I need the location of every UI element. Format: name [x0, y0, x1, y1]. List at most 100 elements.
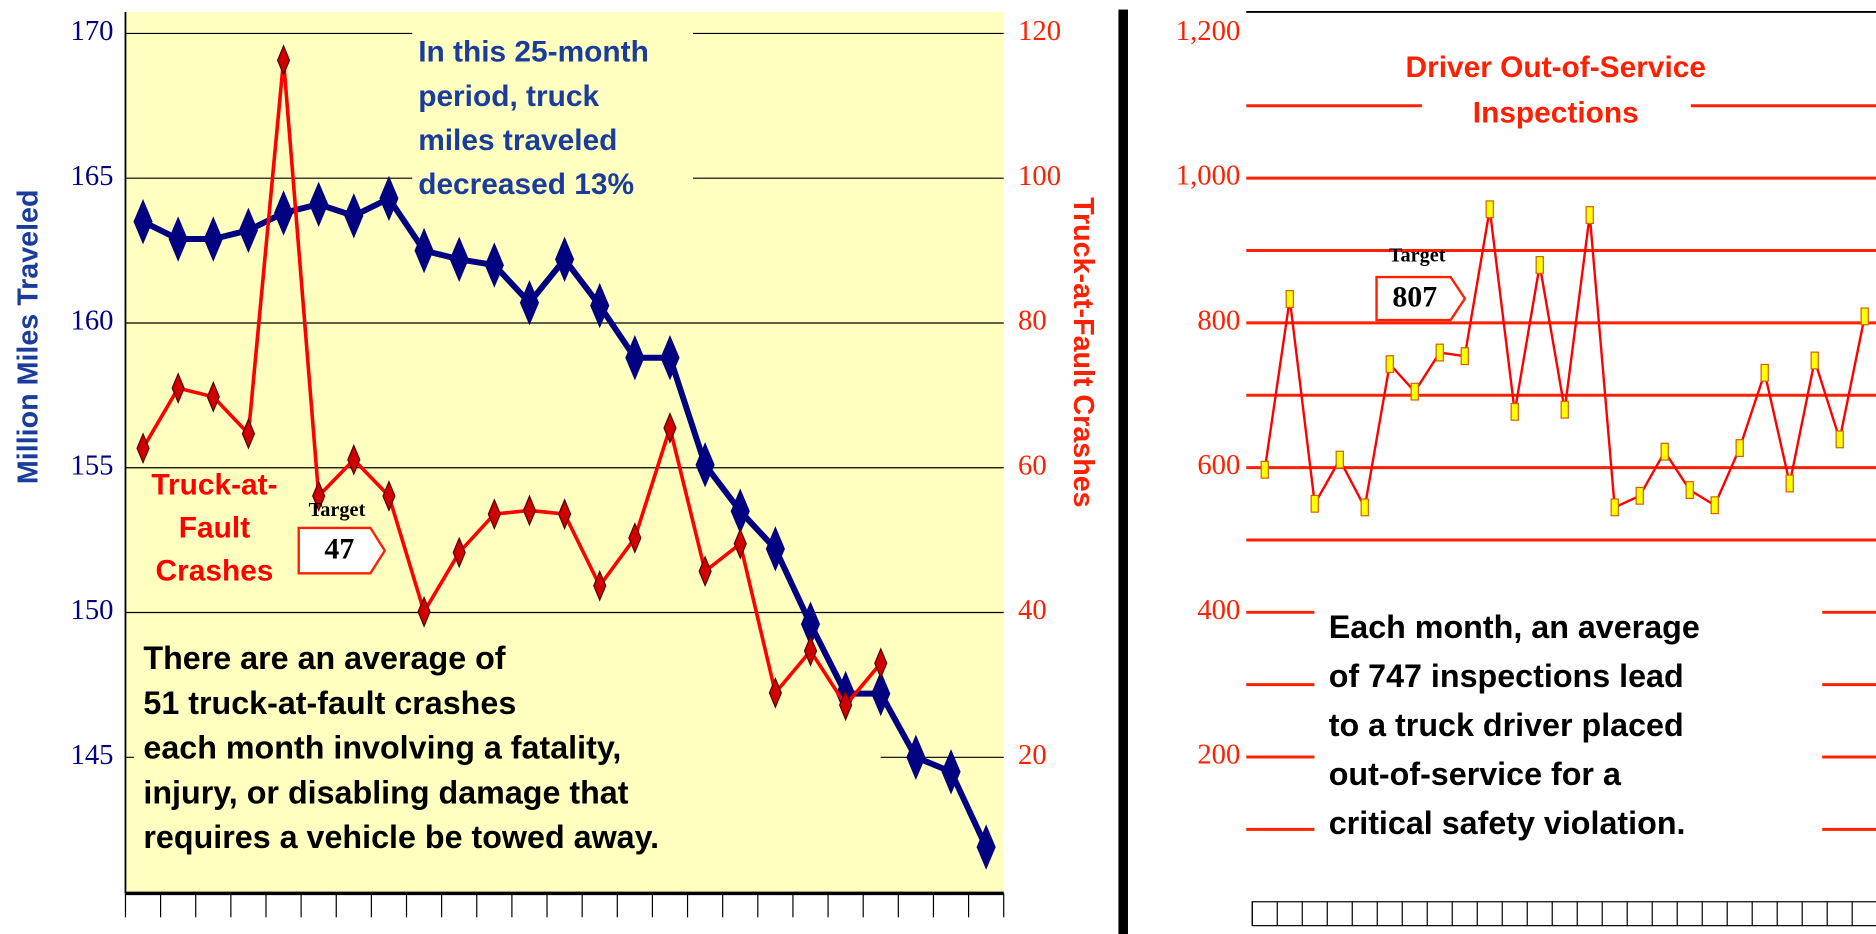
- series-line: [1263, 208, 1866, 509]
- summary-line: critical safety violation.: [1329, 805, 1686, 841]
- y-tick-label: 160: [71, 305, 114, 337]
- crash-marker: [312, 480, 326, 512]
- inspection-marker: [1285, 290, 1294, 308]
- inspection-marker: [1560, 400, 1569, 419]
- y-tick-label: 1,200: [1176, 15, 1240, 47]
- miles-marker: [590, 282, 610, 329]
- series-line: [141, 58, 883, 707]
- summary-line: There are an average of: [143, 640, 505, 676]
- inspection-marker: [1760, 363, 1769, 382]
- y-axis-label: Million Miles Traveled: [12, 190, 44, 485]
- crash-marker: [557, 498, 572, 530]
- y2-tick-label: 100: [1018, 160, 1061, 192]
- miles-marker: [203, 216, 223, 262]
- miles-marker: [273, 190, 294, 236]
- y2-axis-label: Truck-at-Fault Crashes: [1067, 197, 1099, 507]
- miles-marker: [871, 670, 891, 717]
- summary-line: 51 truck-at-fault crashes: [143, 685, 516, 721]
- crash-marker: [241, 417, 256, 450]
- series-label: Truck-at-Fault Crashes: [151, 468, 278, 588]
- inspection-marker: [1660, 442, 1669, 461]
- inspection-marker: [1835, 430, 1844, 449]
- crash-marker: [733, 527, 747, 560]
- miles-marker: [344, 193, 364, 239]
- inspection-marker: [1785, 474, 1794, 493]
- miles-marker: [414, 227, 434, 274]
- crash-marker: [171, 372, 185, 405]
- inspection-marker: [1435, 343, 1444, 362]
- chart-title: Inspections: [1473, 97, 1639, 130]
- chart-title: Driver Out-of-Service: [1406, 51, 1706, 84]
- inspection-marker: [1585, 206, 1594, 225]
- crash-marker: [698, 555, 712, 588]
- note-line: period, truck: [418, 80, 599, 113]
- miles-marker: [906, 734, 926, 780]
- series-name: Truck-at-Fault Crashes: [151, 468, 278, 588]
- note-line: miles traveled: [418, 124, 617, 157]
- crash-marker: [276, 44, 291, 77]
- inspection-marker: [1810, 351, 1819, 370]
- summary-line: each month involving a fatality,: [143, 730, 621, 766]
- crash-marker: [417, 595, 431, 628]
- y-tick-label: 1,000: [1176, 160, 1240, 192]
- target-box: [297, 526, 387, 575]
- inspection-marker: [1610, 498, 1619, 517]
- note-background: [412, 29, 694, 210]
- summary-background: [133, 630, 881, 870]
- crash-marker: [768, 676, 782, 709]
- summary-line: requires a vehicle be towed away.: [143, 819, 659, 855]
- summary-line: out-of-service for a: [1329, 756, 1622, 792]
- y2-tick-label: 60: [1018, 449, 1047, 481]
- miles-marker: [238, 207, 258, 254]
- y2-tick-label: 80: [1018, 305, 1047, 337]
- summary-background: [1314, 603, 1823, 851]
- crash-marker: [663, 412, 677, 444]
- crash-marker: [347, 443, 361, 476]
- divider: [1118, 9, 1128, 934]
- target-value: 807: [1392, 281, 1437, 314]
- miles-marker: [168, 216, 188, 262]
- y-tick-label: 165: [71, 160, 114, 192]
- miles-marker: [379, 175, 399, 222]
- inspection-marker: [1460, 347, 1469, 366]
- y2-tick-label: 40: [1018, 594, 1047, 626]
- crash-marker: [628, 522, 642, 554]
- y-tick-label: 155: [71, 449, 114, 481]
- miles-marker: [449, 236, 469, 282]
- summary-line: of 747 inspections lead: [1329, 658, 1684, 694]
- y-tick-label: 600: [1197, 449, 1240, 481]
- y-tick-label: 400: [1197, 594, 1240, 626]
- note-line: decreased 13%: [418, 168, 634, 201]
- target-label: Target: [1389, 244, 1446, 266]
- y-tick-label: 145: [71, 739, 114, 771]
- target-box: [1375, 275, 1467, 322]
- target-label: Target: [309, 499, 366, 521]
- inspection-marker: [1310, 494, 1319, 513]
- y-tick-label: 800: [1197, 304, 1240, 336]
- y-tick-label: 170: [71, 15, 114, 47]
- miles-marker: [800, 601, 821, 647]
- summary-line: to a truck driver placed: [1329, 707, 1684, 743]
- miles-marker: [133, 198, 153, 245]
- inspection-marker: [1335, 450, 1344, 469]
- miles-marker: [976, 824, 996, 870]
- crash-marker: [874, 647, 888, 680]
- inspection-marker: [1735, 439, 1744, 458]
- crash-marker: [522, 494, 537, 527]
- y2-tick-label: 120: [1018, 15, 1061, 47]
- note-line: In this 25-month: [418, 36, 649, 69]
- target-value: 47: [324, 533, 354, 566]
- inspection-marker: [1260, 460, 1269, 479]
- inspection-marker: [1485, 200, 1494, 219]
- inspection-marker: [1410, 382, 1419, 401]
- crash-marker: [487, 498, 501, 530]
- crash-marker: [839, 689, 853, 722]
- crash-marker: [136, 432, 150, 465]
- inspection-marker: [1535, 256, 1544, 274]
- y-tick-label: 200: [1197, 739, 1240, 771]
- crash-marker: [382, 480, 396, 512]
- miles-marker: [660, 335, 680, 381]
- summary-line: injury, or disabling damage that: [143, 774, 628, 810]
